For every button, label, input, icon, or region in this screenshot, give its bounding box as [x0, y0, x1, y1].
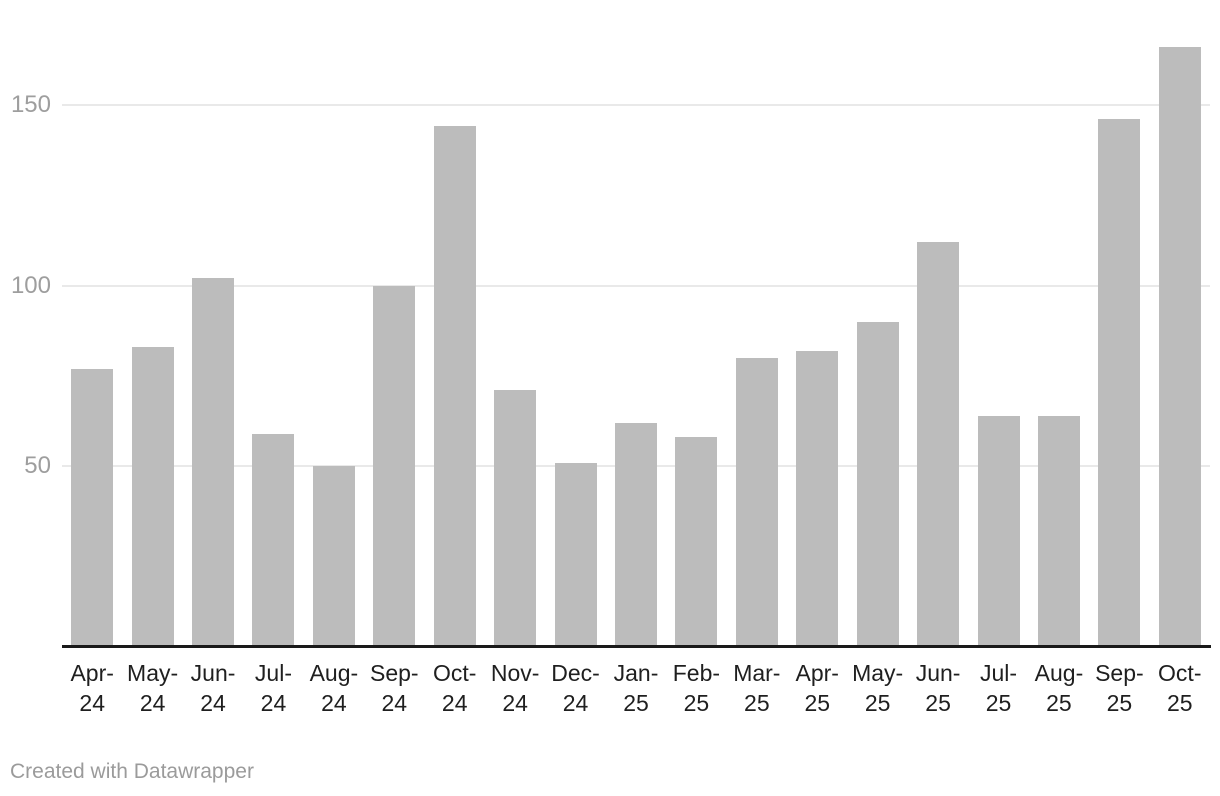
bar-feb-25: [675, 437, 718, 647]
bar-jul-24: [252, 433, 295, 647]
bar-may-25: [856, 321, 899, 647]
bar-jun-25: [917, 242, 960, 647]
plot-area: 50 100 150: [10, 46, 1211, 648]
y-tick-label-100: 100: [10, 271, 51, 299]
x-tick-label-aug-25: Aug- 25: [1034, 660, 1084, 716]
bar-jul-25: [977, 415, 1020, 647]
y-tick-label-150: 150: [10, 90, 51, 118]
x-tick-label-aug-24: Aug- 24: [309, 660, 359, 716]
x-tick-label-mar-25: Mar- 25: [733, 660, 781, 716]
x-tick-label-oct-24: Oct- 24: [432, 660, 477, 716]
x-tick-label-jun-25: Jun- 25: [915, 660, 961, 716]
bar-sep-24: [373, 285, 416, 647]
x-tick-label-apr-24: Apr- 24: [70, 660, 114, 716]
x-tick-label-apr-25: Apr- 25: [795, 660, 839, 716]
bar-dec-24: [554, 462, 597, 647]
bar-nov-24: [494, 390, 537, 647]
bar-sep-25: [1098, 119, 1141, 647]
x-tick-label-sep-24: Sep- 24: [370, 660, 419, 716]
x-tick-label-may-25: May- 25: [852, 660, 904, 716]
bar-jun-24: [192, 278, 235, 647]
x-tick-label-jan-25: Jan- 25: [613, 660, 659, 716]
bar-aug-24: [312, 466, 355, 647]
x-tick-label-feb-25: Feb- 25: [672, 660, 721, 716]
x-tick-label-dec-24: Dec- 24: [551, 660, 600, 716]
bar-aug-25: [1037, 415, 1080, 647]
bar-apr-25: [796, 350, 839, 647]
bar-oct-24: [433, 126, 476, 647]
x-axis-labels: Apr- 24 May- 24 Jun- 24 Jul- 24 Aug- 24 Sep- …: [62, 658, 1210, 720]
x-tick-label-sep-25: Sep- 25: [1095, 660, 1144, 716]
bar-mar-25: [735, 357, 778, 647]
bar-apr-24: [71, 368, 114, 647]
y-tick-label-50: 50: [24, 452, 51, 480]
gridline-150: [62, 103, 1210, 106]
x-tick-label-jul-24: Jul- 24: [254, 660, 292, 716]
bar-may-24: [131, 346, 174, 647]
x-axis-line: [62, 645, 1211, 648]
x-tick-label-jun-24: Jun- 24: [190, 660, 236, 716]
x-tick-label-oct-25: Oct- 25: [1158, 660, 1202, 716]
bar-oct-25: [1158, 46, 1201, 647]
bar-jan-25: [615, 422, 657, 647]
x-tick-label-may-24: May- 24: [127, 660, 179, 716]
gridline-100: [62, 284, 1210, 287]
attribution-text: Created with Datawrapper: [10, 760, 254, 783]
x-tick-label-jul-25: Jul- 25: [979, 660, 1018, 716]
x-tick-label-nov-24: Nov- 24: [490, 660, 540, 716]
